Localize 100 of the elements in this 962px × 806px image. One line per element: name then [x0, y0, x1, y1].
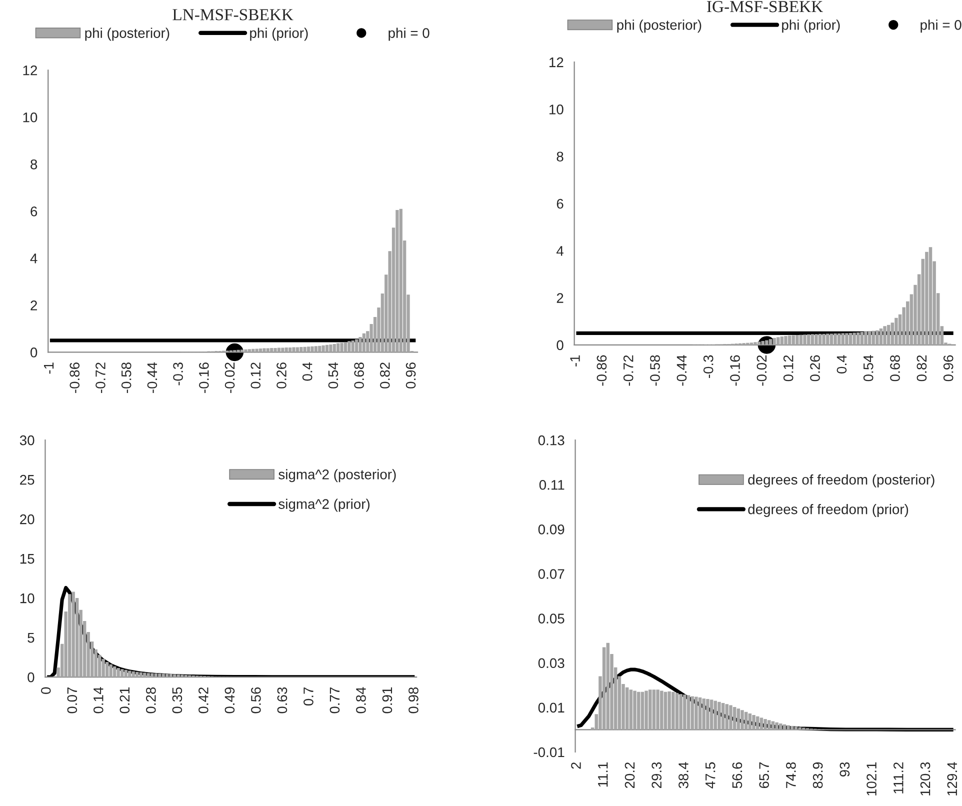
bar [894, 318, 898, 345]
y-tick-label: 10 [20, 593, 34, 604]
bar [358, 336, 362, 352]
bar [706, 698, 710, 730]
bar [702, 698, 706, 730]
x-tick-label: -0.86 [70, 362, 80, 393]
bar [830, 334, 834, 345]
x-tick-label: 0 [40, 687, 51, 694]
x-tick-label: 111.2 [894, 762, 904, 794]
bar [306, 346, 310, 352]
bar [348, 341, 351, 352]
x-tick-label: 0.98 [408, 687, 418, 714]
bar [725, 704, 729, 730]
x-tick-label: 0.28 [146, 687, 156, 714]
legend-label: phi (prior) [782, 20, 840, 33]
y-tick-label: 0 [556, 340, 564, 350]
bar [810, 334, 814, 345]
bar [675, 692, 679, 730]
x-tick-label: -0.44 [147, 362, 158, 393]
bar [262, 348, 266, 352]
x-tick-label: 56.6 [732, 762, 742, 788]
bar [362, 333, 366, 352]
y-tick-label: 10 [23, 112, 38, 122]
x-tick-label: 65.7 [759, 762, 769, 788]
bar [778, 723, 782, 730]
x-tick-label: -1 [44, 362, 54, 374]
bar [162, 674, 165, 678]
bar [322, 345, 325, 352]
x-tick-label: 93 [840, 762, 850, 777]
y-tick-label: 5 [28, 633, 34, 643]
x-tick-label: 0.26 [810, 355, 820, 382]
bar [772, 338, 776, 345]
x-tick-label: 2 [571, 762, 581, 769]
bar [244, 349, 248, 352]
y-tick-label: 12 [550, 57, 564, 68]
x-tick-label: 74.8 [786, 762, 796, 788]
x-tick-label: -0.58 [650, 355, 660, 386]
bar [806, 334, 810, 345]
bar [744, 712, 748, 730]
x-tick-label: 0.14 [93, 687, 104, 714]
bar [314, 346, 318, 352]
x-tick-label: -0.72 [96, 362, 106, 393]
x-tick-label: 0.82 [916, 355, 927, 382]
bar [803, 334, 806, 345]
x-tick-label: 0.96 [943, 355, 954, 382]
legend-label: phi (posterior) [617, 20, 702, 33]
y-tick-label: 0.13 [538, 435, 564, 446]
bar [765, 340, 768, 345]
y-tick-label: 0.07 [538, 569, 564, 579]
y-tick-label: 6 [556, 198, 564, 209]
bar [652, 690, 656, 730]
x-tick-label: 0.82 [380, 362, 390, 388]
y-tick-label: -0.01 [534, 747, 564, 758]
bar [640, 692, 644, 730]
x-tick-label: -0.44 [676, 355, 687, 386]
x-tick-label: 0.54 [328, 362, 338, 388]
bar [602, 647, 606, 730]
bar [786, 725, 790, 730]
x-tick-label: 102.1 [866, 762, 876, 796]
bar [710, 700, 714, 730]
x-tick-label: 129.4 [947, 762, 958, 796]
x-tick-label: 0.35 [172, 687, 182, 714]
bar [146, 673, 150, 678]
bar [864, 332, 868, 345]
x-tick-label: 47.5 [706, 762, 716, 788]
bar [340, 342, 344, 352]
bar [814, 334, 818, 345]
bar [68, 594, 72, 678]
bar [886, 324, 890, 345]
bar [351, 340, 354, 352]
y-tick-label: 2 [30, 300, 37, 310]
bar [780, 336, 784, 345]
bar [852, 332, 856, 345]
x-tick-label: 0.4 [302, 362, 312, 381]
bar [169, 674, 172, 678]
y-tick-label: 0.05 [538, 614, 564, 624]
bar [756, 716, 760, 730]
x-tick-label: -0.16 [730, 355, 740, 386]
bar [822, 334, 826, 345]
bar [872, 330, 875, 345]
bar [799, 334, 803, 345]
bar [240, 350, 244, 352]
bar [768, 339, 772, 345]
x-tick-label: 29.3 [652, 762, 662, 788]
y-tick-label: 0 [30, 348, 38, 358]
x-tick-label: -0.72 [623, 355, 634, 386]
bar [818, 334, 822, 345]
bar [876, 330, 879, 345]
bar [754, 342, 757, 345]
x-tick-label: -0.16 [198, 362, 209, 393]
bar [102, 658, 105, 678]
bar [255, 348, 258, 352]
bar [748, 713, 752, 730]
bar [698, 697, 702, 730]
y-tick-label: 0.11 [539, 480, 564, 490]
bar [757, 342, 761, 345]
x-tick-label: -0.02 [756, 355, 767, 386]
y-tick-label: 25 [20, 474, 34, 485]
bar [300, 347, 303, 352]
bar [656, 690, 660, 730]
